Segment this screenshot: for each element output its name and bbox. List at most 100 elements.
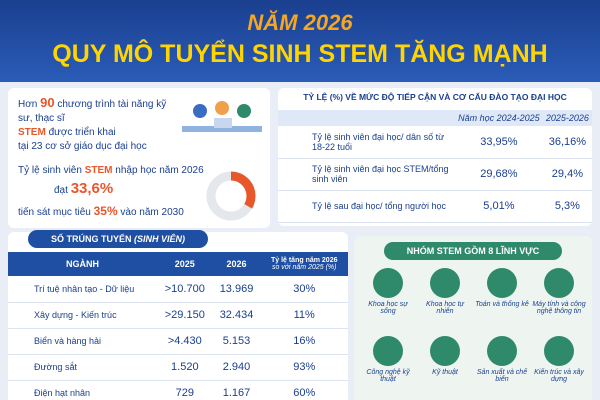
- value-cell: 5,01%: [483, 200, 515, 212]
- stem-item: Công nghệ kỹ thuật: [360, 336, 416, 383]
- reach-text: đạt 33,6%: [54, 180, 114, 198]
- label-cell: Biển và hàng hải: [34, 336, 102, 346]
- text: Hơn: [18, 99, 38, 110]
- value-cell: 11%: [293, 309, 315, 321]
- value-cell: >4.430: [167, 335, 202, 347]
- value-cell: 30%: [293, 282, 316, 295]
- value-cell: 2.940: [222, 361, 251, 373]
- value-cell: 1.167: [222, 387, 251, 399]
- row: Tỷ lệ sau đại học/ tổng người học 5,01% 5,…: [278, 190, 592, 222]
- stem-label: Toán và thống kê: [475, 301, 529, 308]
- value-cell: 93%: [293, 361, 316, 373]
- label-cell: Trí tuệ nhân tạo - Dữ liệu: [34, 283, 135, 294]
- admissions-table: NGÀNH 2025 2026 Tỷ lệ tăng năm 2026 so với n…: [8, 252, 348, 400]
- title: QUY MÔ TUYỂN SINH STEM TĂNG MẠNH: [52, 40, 548, 68]
- text: đạt: [54, 185, 68, 196]
- highlight: STEM: [18, 127, 46, 138]
- illustration: [182, 101, 262, 132]
- stem-item: Máy tính và công nghệ thông tin: [531, 268, 587, 315]
- icon: [544, 268, 574, 298]
- stem-label: Kiến trúc và xây dựng: [534, 369, 584, 383]
- icon: [373, 268, 403, 298]
- column-header: Năm học 2024-2025: [458, 113, 540, 123]
- admissions-box: SỐ TRÚNG TUYỂN (SINH VIÊN) NGÀNH 2025 2026…: [8, 230, 348, 400]
- admissions-title: SỐ TRÚNG TUYỂN (SINH VIÊN): [28, 230, 208, 248]
- stem-item: Kiến trúc và xây dựng: [531, 336, 587, 383]
- label-cell: Tỷ lệ sinh viên đại học/ dân số từ 18-22…: [312, 131, 445, 152]
- label-cell: Tỷ lệ sinh viên đại học STEM/tổng sinh v…: [312, 164, 449, 184]
- value-cell: 29,4%: [551, 168, 583, 180]
- value-cell: 33,95%: [480, 135, 518, 148]
- icon: [487, 268, 517, 298]
- label-cell: Xây dựng - Kiến trúc: [34, 310, 117, 320]
- stem-label: Sản xuất và chế biến: [476, 369, 528, 383]
- column-header: 2025: [174, 259, 195, 269]
- year-title: NĂM 2026: [247, 10, 353, 35]
- text: (SINH VIÊN): [134, 234, 186, 244]
- value-cell: 5,3%: [554, 200, 580, 212]
- icon: [544, 336, 574, 366]
- stem-label: Khoa học tự nhiên: [426, 301, 464, 315]
- value-cell: 13.969: [219, 282, 254, 295]
- text: SỐ TRÚNG TUYỂN: [50, 234, 132, 244]
- row: Tỷ lệ sinh viên đại học STEM/tổng sinh v…: [278, 158, 592, 190]
- cell: [278, 110, 455, 126]
- summary-box: Hơn 90 chương trình tài năng kỹ sư, thạc…: [8, 88, 270, 228]
- row: Biển và hàng hải >4.430 5.153 16%: [8, 328, 348, 354]
- column-header: NGÀNH: [66, 259, 99, 269]
- icon: [430, 336, 460, 366]
- value-cell: 32.434: [219, 309, 254, 321]
- icon: [373, 336, 403, 366]
- stem-label: Kỹ thuật: [432, 369, 458, 376]
- text: tại 23 cơ sở giáo dục đại học: [18, 141, 147, 152]
- stem-title: NHÓM STEM GỒM 8 LĨNH VỰC: [384, 242, 562, 260]
- stem-label: Khoa học sự sống: [368, 301, 408, 315]
- target-text: tiến sát mục tiêu 35% vào năm 2030: [18, 204, 238, 220]
- value-cell: 729: [175, 387, 194, 399]
- stem-item: Khoa học tự nhiên: [417, 268, 473, 315]
- row: Đường sắt 1.520 2.940 93%: [8, 354, 348, 380]
- access-box: TỶ LỆ (%) VỀ MỨC ĐỘ TIẾP CẬN VÀ CƠ CẤU Đ…: [278, 88, 592, 226]
- column-header: 2026: [226, 259, 247, 269]
- value-cell: 29,68%: [480, 168, 518, 180]
- text: so với năm 2025 (%): [271, 264, 337, 271]
- row: Trí tuệ nhân tạo - Dữ liệu >10.700 13.969 3…: [8, 276, 348, 302]
- column-header: 2025-2026: [545, 113, 589, 123]
- access-table: Năm học 2024-2025 2025-2026 Tỷ lệ sinh viê…: [278, 110, 592, 223]
- stem-label: Công nghệ kỹ thuật: [366, 369, 410, 383]
- highlight: 90: [40, 95, 55, 110]
- highlight: 35%: [93, 204, 118, 218]
- row: Xây dựng - Kiến trúc >29.150 32.434 11%: [8, 302, 348, 328]
- label-cell: Tỷ lệ sau đại học/ tổng người học: [312, 201, 447, 211]
- donut-segment: [230, 171, 256, 209]
- value-cell: 1.520: [171, 361, 199, 373]
- column-header: Tỷ lệ tăng năm 2026 so với năm 2025 (%): [260, 252, 348, 276]
- text: tiến sát mục tiêu: [18, 207, 91, 218]
- value-cell: 16%: [293, 335, 316, 347]
- highlight: STEM: [84, 165, 113, 176]
- stem-item: Kỹ thuật: [417, 336, 473, 376]
- icon: [487, 336, 517, 366]
- header-row: Năm học 2024-2025 2025-2026: [278, 110, 592, 126]
- stem-item: Sản xuất và chế biến: [474, 336, 530, 383]
- rate-text: Tỷ lệ sinh viên STEM nhập học năm 2026: [18, 164, 218, 178]
- label-cell: Điện hạt nhân: [34, 388, 91, 398]
- header-row: NGÀNH 2025 2026 Tỷ lệ tăng năm 2026 so với n…: [8, 252, 348, 276]
- stem-item: Khoa học sự sống: [360, 268, 416, 315]
- text: chương trình tài năng kỹ sư, thạc sĩ: [18, 99, 167, 124]
- row: Điện hạt nhân 729 1.167 60%: [8, 380, 348, 400]
- stem-box: NHÓM STEM GỒM 8 LĨNH VỰC Khoa học sự sốn…: [354, 236, 592, 400]
- text: Tỷ lệ tăng năm 2026: [270, 257, 338, 264]
- text: vào năm 2030: [120, 207, 184, 218]
- value-cell: 36,16%: [548, 135, 587, 148]
- value-cell: 5.153: [222, 335, 251, 347]
- stem-label: Máy tính và công nghệ thông tin: [532, 301, 586, 315]
- share-label: 33,6%: [70, 180, 114, 197]
- row: Tỷ lệ sinh viên đại học/ dân số từ 18-22…: [278, 126, 592, 158]
- value-cell: 60%: [293, 387, 316, 399]
- icon: [430, 268, 460, 298]
- label-cell: Đường sắt: [34, 362, 77, 372]
- text: được triển khai: [48, 127, 116, 138]
- value-cell: >10.700: [164, 282, 205, 295]
